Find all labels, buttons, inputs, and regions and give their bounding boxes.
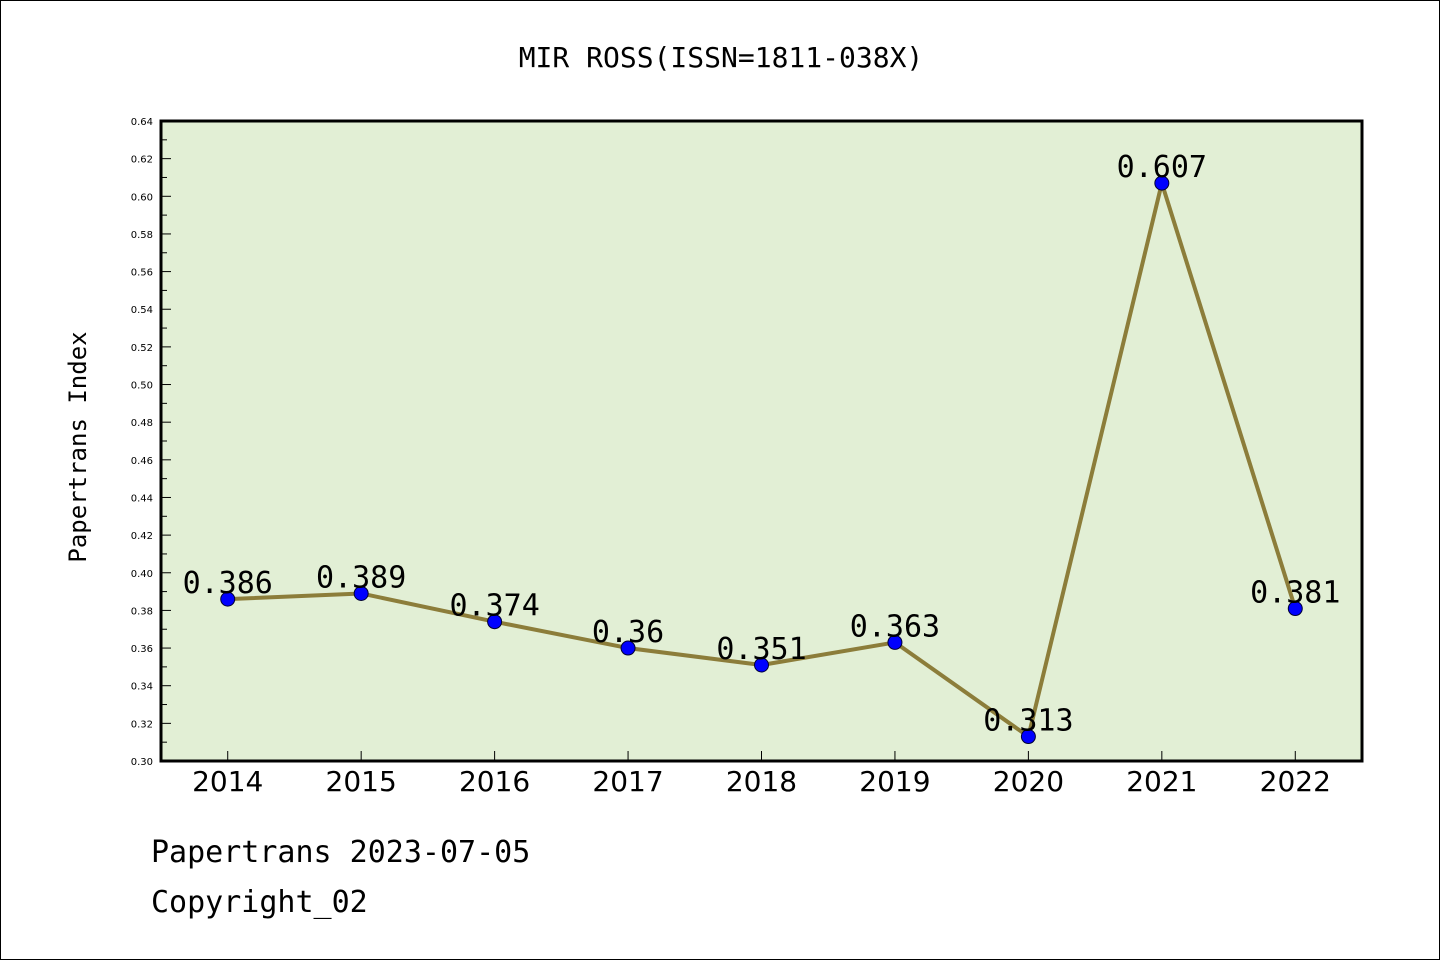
- x-tick-label: 2018: [726, 765, 797, 798]
- data-point: [1287, 601, 1303, 617]
- y-tick-label: 0.32: [131, 719, 153, 730]
- data-labels: 0.386 0.389 0.374 0.36 0.351 0.363 0.313 0.607 0…: [183, 150, 1341, 738]
- x-tick-label: 2014: [192, 765, 263, 798]
- data-label: 0.351: [716, 632, 806, 667]
- data-point: [353, 585, 369, 601]
- x-tick-label: 2017: [592, 765, 663, 798]
- data-label: 0.313: [983, 704, 1073, 739]
- y-axis-label: Papertrans Index: [64, 331, 92, 562]
- y-tick-label: 0.30: [131, 757, 153, 768]
- data-label: 0.386: [183, 566, 273, 601]
- y-axis: 0.30 0.32 0.34 0.36 0.38 0.40 0.42 0.44 0.46 0.48…: [131, 117, 171, 768]
- y-tick-label: 0.36: [131, 644, 153, 655]
- y-tick-label: 0.52: [131, 343, 153, 354]
- data-point: [1154, 175, 1170, 191]
- data-label: 0.36: [592, 615, 664, 650]
- y-tick-label: 0.58: [131, 230, 153, 241]
- x-tick-label: 2015: [326, 765, 397, 798]
- y-tick-label: 0.46: [131, 456, 153, 467]
- y-tick-label: 0.54: [131, 305, 153, 316]
- data-point: [887, 634, 903, 650]
- data-point: [620, 640, 636, 656]
- data-label: 0.607: [1117, 150, 1207, 185]
- y-tick-label: 0.56: [131, 268, 153, 279]
- data-point: [220, 591, 236, 607]
- chart-title: MIR ROSS(ISSN=1811-038X): [519, 41, 924, 74]
- data-label: 0.381: [1250, 576, 1340, 611]
- y-tick-label: 0.38: [131, 606, 153, 617]
- footer-source: Papertrans 2023-07-05: [151, 835, 531, 870]
- x-axis: 2014 2015 2016 2017 2018 2019 2020 2021 2022: [192, 751, 1331, 798]
- data-markers: [220, 175, 1303, 745]
- y-tick-label: 0.48: [131, 418, 153, 429]
- footer-copyright: Copyright_02: [151, 885, 368, 920]
- data-label: 0.389: [316, 560, 406, 595]
- plot-frame: [159, 119, 1364, 763]
- y-tick-label: 0.42: [131, 531, 153, 542]
- y-tick-label: 0.50: [131, 381, 153, 392]
- data-label: 0.363: [850, 609, 940, 644]
- y-tick-label: 0.62: [131, 155, 153, 166]
- x-tick-label: 2021: [1126, 765, 1197, 798]
- data-point: [1020, 729, 1036, 745]
- plot-area: [161, 121, 1362, 761]
- x-tick-label: 2022: [1260, 765, 1331, 798]
- data-label: 0.374: [449, 589, 539, 624]
- y-tick-label: 0.40: [131, 569, 153, 580]
- x-tick-label: 2020: [993, 765, 1064, 798]
- y-tick-label: 0.34: [131, 682, 153, 693]
- x-tick-label: 2016: [459, 765, 530, 798]
- x-tick-label: 2019: [859, 765, 930, 798]
- y-tick-label: 0.60: [131, 192, 153, 203]
- y-tick-label: 0.44: [131, 493, 153, 504]
- data-point: [487, 614, 503, 630]
- y-tick-label: 0.64: [131, 117, 153, 128]
- data-point: [754, 657, 769, 673]
